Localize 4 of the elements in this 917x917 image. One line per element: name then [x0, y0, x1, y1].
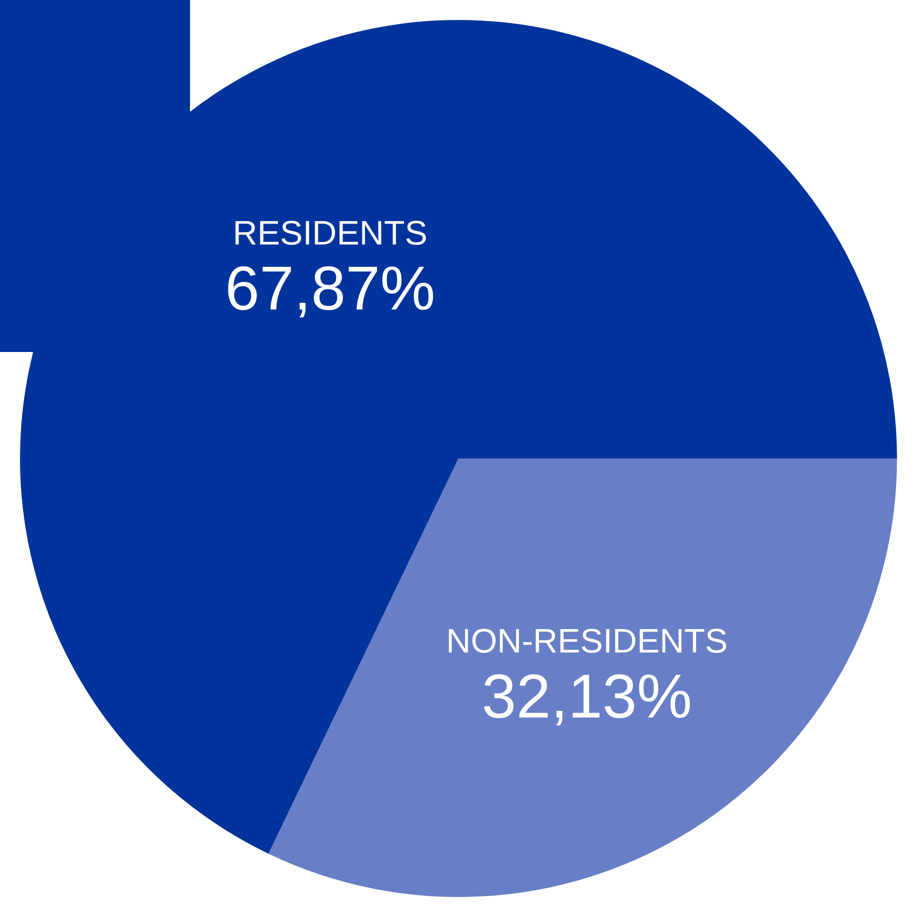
data-label: 32,13% [482, 662, 692, 732]
data-label: 67,87% [224, 254, 436, 324]
slice-label: RESIDENTS [232, 214, 428, 252]
slice-label: NON-RESIDENTS [446, 622, 728, 661]
